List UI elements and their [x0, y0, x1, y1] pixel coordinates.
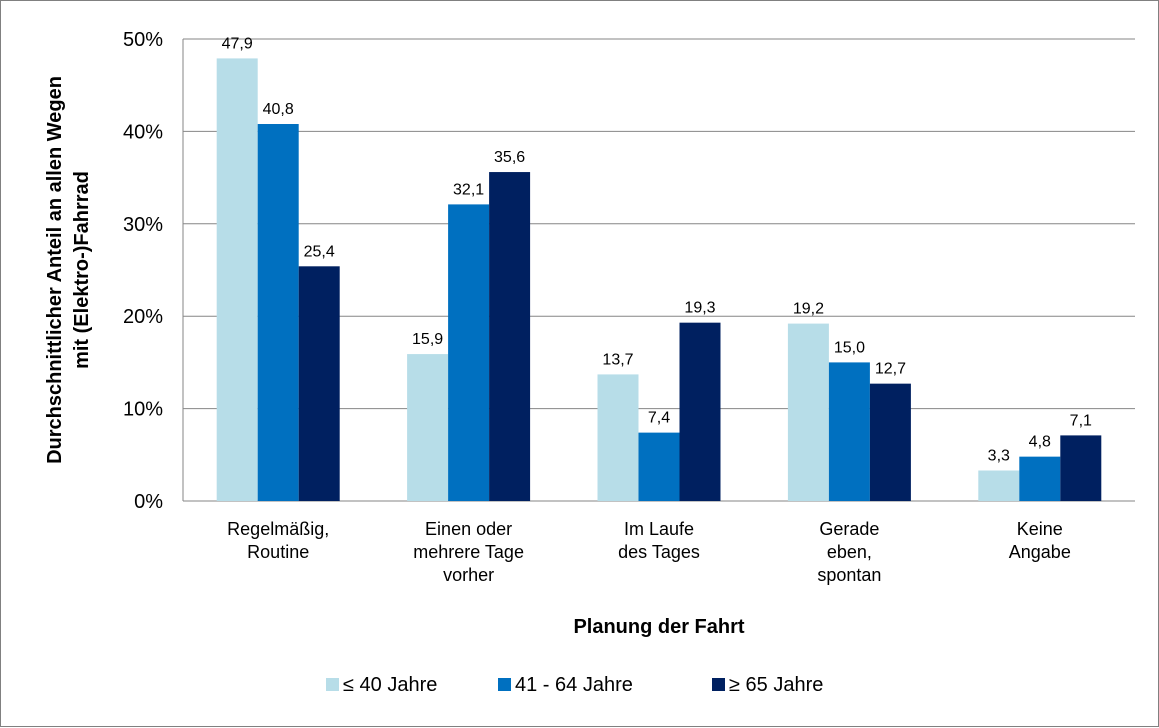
data-label: 15,0	[834, 339, 865, 356]
data-label: 35,6	[494, 149, 525, 166]
bar-2-series-2	[448, 204, 490, 501]
bar-1-series-2	[257, 124, 299, 502]
y-tick-label: 40%	[123, 121, 163, 143]
data-label: 25,4	[304, 243, 335, 260]
x-tick-label: Keine Angabe	[1009, 519, 1071, 562]
y-tick-label: 50%	[123, 29, 163, 51]
data-label: 32,1	[453, 181, 484, 198]
x-tick-label-line: Keine	[1017, 519, 1063, 539]
legend-swatch	[326, 678, 339, 691]
data-label: 19,2	[793, 301, 824, 318]
x-tick-label-line: eben,	[827, 542, 872, 562]
x-tick-label-line: spontan	[817, 565, 881, 585]
x-tick-label-line: Regelmäßig,	[227, 519, 329, 539]
y-axis-title: Durchschnittlicher Anteil an allen Wegen	[44, 76, 66, 464]
y-tick-label: 30%	[123, 214, 163, 236]
data-label: 7,4	[648, 410, 670, 427]
bar-4-series-3	[869, 383, 911, 501]
x-tick-label-line: mehrere Tage	[413, 542, 524, 562]
x-tick-label: Regelmäßig, Routine	[227, 519, 329, 562]
bar-3-series-2	[638, 432, 680, 501]
legend-swatch	[712, 678, 725, 691]
y-tick-label: 0%	[134, 491, 163, 513]
bar-4-series-1	[787, 323, 829, 501]
x-tick-label-line: Gerade	[819, 519, 879, 539]
legend-swatch	[498, 678, 511, 691]
y-axis-title: mit (Elektro-)Fahrrad	[71, 171, 93, 369]
x-tick-label-line: Angabe	[1009, 542, 1071, 562]
data-label: 19,3	[684, 300, 715, 317]
bar-3-series-3	[679, 322, 721, 501]
bar-5-series-3	[1060, 435, 1102, 501]
x-tick-label-line: Routine	[247, 542, 309, 562]
data-label: 7,1	[1070, 412, 1092, 429]
bar-1-series-3	[298, 266, 340, 501]
x-tick-label: Im Laufe des Tages	[618, 519, 700, 562]
y-tick-label: 20%	[123, 306, 163, 328]
y-tick-label: 10%	[123, 399, 163, 421]
bar-3-series-1	[597, 374, 639, 501]
bar-5-series-1	[978, 470, 1020, 501]
x-tick-label: Gerade eben, spontan	[817, 519, 881, 585]
x-tick-label-line: Im Laufe	[624, 519, 694, 539]
data-label: 47,9	[222, 35, 253, 52]
legend-label: 41 - 64 Jahre	[515, 674, 633, 696]
data-label: 40,8	[263, 101, 294, 118]
bar-2-series-3	[489, 172, 531, 501]
x-tick-label-line: des Tages	[618, 542, 700, 562]
x-tick-label-line: vorher	[443, 565, 494, 585]
x-tick-label-line: Einen oder	[425, 519, 512, 539]
data-label: 15,9	[412, 331, 443, 348]
bar-1-series-1	[216, 58, 258, 502]
bar-2-series-1	[407, 354, 449, 501]
x-axis-title: Planung der Fahrt	[573, 616, 744, 638]
legend-label: ≤ 40 Jahre	[343, 674, 437, 696]
data-label: 4,8	[1029, 434, 1051, 451]
bar-5-series-2	[1019, 456, 1061, 501]
x-tick-label: Einen oder mehrere Tage vorher	[413, 519, 524, 585]
legend-label: ≥ 65 Jahre	[729, 674, 823, 696]
data-label: 12,7	[875, 361, 906, 378]
data-label: 13,7	[602, 351, 633, 368]
bar-4-series-2	[828, 362, 870, 501]
data-label: 3,3	[988, 448, 1010, 465]
